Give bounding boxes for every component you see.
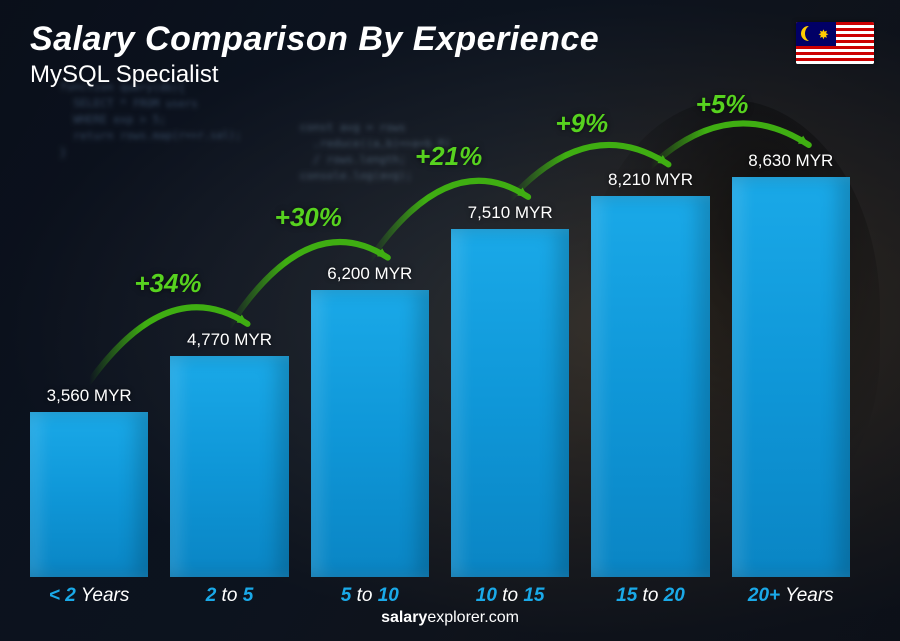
bar-chart: 3,560 MYR< 2 Years4,770 MYR2 to 56,200 M… xyxy=(30,120,850,577)
increase-pct-label: +30% xyxy=(275,202,342,233)
bar-rect xyxy=(591,196,709,577)
bar-4: 8,210 MYR15 to 20 xyxy=(591,170,709,577)
title-block: Salary Comparison By Experience MySQL Sp… xyxy=(30,20,599,89)
bar-x-label: 2 to 5 xyxy=(206,585,254,607)
footer-brand: salaryexplorer.com xyxy=(0,609,900,627)
bar-x-label: 15 to 20 xyxy=(616,585,685,607)
bar-value-label: 6,200 MYR xyxy=(327,264,412,284)
bar-value-label: 7,510 MYR xyxy=(468,203,553,223)
bar-rect xyxy=(170,356,288,577)
increase-arc: +21% xyxy=(30,120,850,577)
bar-x-label: 5 to 10 xyxy=(341,585,399,607)
bar-0: 3,560 MYR< 2 Years xyxy=(30,386,148,577)
increase-arc: +30% xyxy=(30,120,850,577)
bar-rect xyxy=(732,177,850,577)
bar-value-label: 8,210 MYR xyxy=(608,170,693,190)
increase-arc: +5% xyxy=(30,120,850,577)
increase-arc: +9% xyxy=(30,120,850,577)
chart-subtitle: MySQL Specialist xyxy=(30,61,599,89)
footer-bold: salary xyxy=(381,609,427,626)
bar-value-label: 3,560 MYR xyxy=(47,386,132,406)
bar-x-label: < 2 Years xyxy=(49,585,129,607)
bar-value-label: 8,630 MYR xyxy=(748,151,833,171)
footer-rest: explorer.com xyxy=(427,609,519,626)
bar-x-label: 10 to 15 xyxy=(476,585,545,607)
increase-pct-label: +34% xyxy=(134,268,201,299)
increase-pct-label: +21% xyxy=(415,141,482,172)
increase-pct-label: +9% xyxy=(555,108,608,139)
bar-3: 7,510 MYR10 to 15 xyxy=(451,203,569,577)
flag-malaysia: ✸ xyxy=(796,22,874,64)
bar-x-label: 20+ Years xyxy=(748,585,834,607)
increase-arc: +34% xyxy=(30,120,850,577)
chart-title: Salary Comparison By Experience xyxy=(30,20,599,59)
bar-rect xyxy=(311,290,429,577)
bar-2: 6,200 MYR5 to 10 xyxy=(311,264,429,577)
bar-rect xyxy=(451,229,569,577)
bar-rect xyxy=(30,412,148,577)
infographic-canvas: function query(db){ SELECT * FROM users … xyxy=(0,0,900,641)
bar-value-label: 4,770 MYR xyxy=(187,330,272,350)
bar-1: 4,770 MYR2 to 5 xyxy=(170,330,288,577)
bar-5: 8,630 MYR20+ Years xyxy=(732,151,850,577)
